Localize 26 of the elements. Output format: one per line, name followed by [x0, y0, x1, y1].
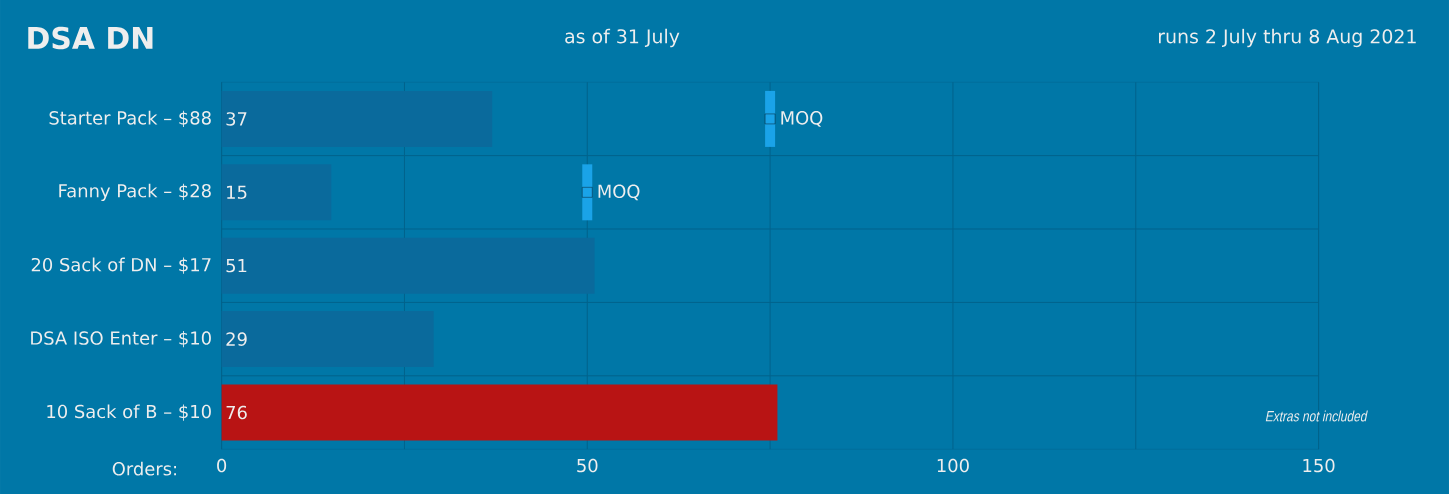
- annotation: Extras not included: [1265, 410, 1368, 422]
- chart-title: DSA DN: [28, 26, 153, 50]
- bar: [221, 164, 332, 221]
- x-axis-title: Orders:: [112, 461, 176, 476]
- text: runs 2 July thru 8 Aug 2021: [1159, 28, 1416, 48]
- bar: [221, 90, 493, 147]
- data-label: MOQ: [781, 111, 823, 127]
- x-tick-label: 150: [1303, 458, 1335, 473]
- y-tick-label: Fanny Pack – $28: [59, 183, 211, 201]
- data-label: 76: [226, 405, 247, 420]
- data-label: MOQ: [598, 184, 640, 201]
- bar: [221, 384, 778, 441]
- chart-subtitle: as of 31 July: [565, 28, 680, 48]
- x-tick-label: 100: [937, 458, 969, 473]
- data-label: 37: [226, 112, 247, 126]
- y-tick-label: 10 Sack of B – $10: [47, 404, 211, 421]
- x-tick-label: 0: [217, 458, 227, 473]
- data-label: 15: [227, 185, 247, 199]
- bar: [221, 311, 434, 368]
- data-label: 51: [226, 259, 247, 273]
- y-tick-label: DSA ISO Enter – $10: [31, 330, 211, 348]
- data-label: 29: [226, 332, 247, 346]
- bar: [221, 237, 595, 294]
- y-tick-label: 20 Sack of DN – $17: [31, 257, 211, 274]
- y-tick-label: Starter Pack – $88: [49, 110, 211, 128]
- x-tick-label: 50: [577, 458, 598, 473]
